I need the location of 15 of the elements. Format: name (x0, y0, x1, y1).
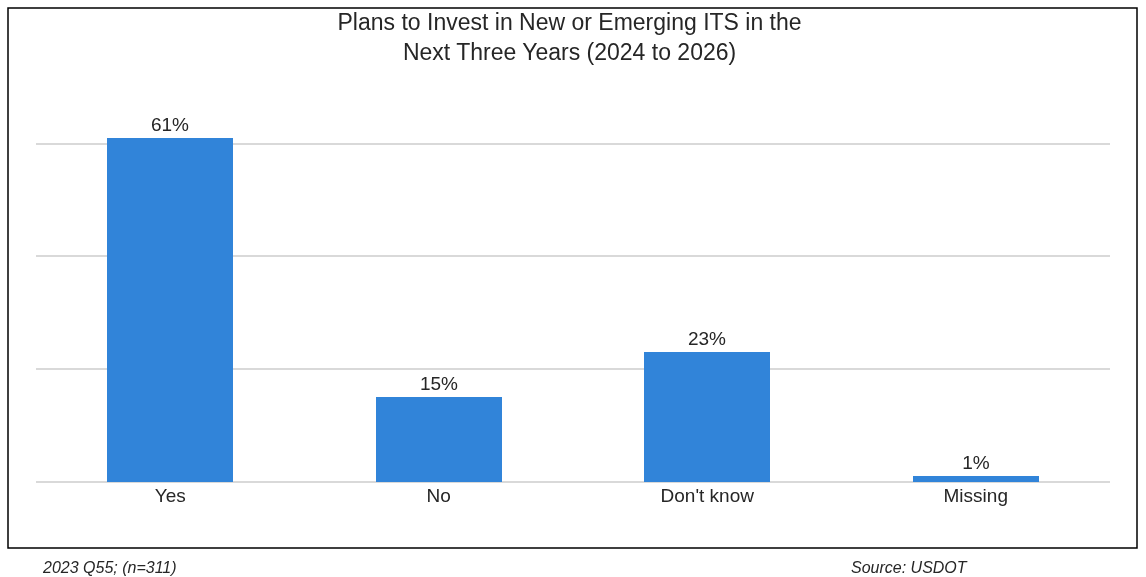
x-tick-label: No (426, 485, 451, 506)
bar (644, 352, 770, 482)
bar (913, 476, 1039, 482)
text: 2023 Q55; (n=311) (42, 559, 177, 576)
data-label: 15% (419, 373, 459, 394)
bar (107, 138, 233, 482)
x-tick-label: Yes (154, 485, 186, 506)
bar (376, 397, 502, 482)
data-label: 1% (962, 452, 990, 473)
x-tick-label: Don't know (660, 485, 755, 506)
source-note: Source: USDOT (851, 559, 968, 576)
chart-title: Plans to Invest in New or Emerging ITS in the Next Three Years (2024 to 2026) (337, 9, 802, 65)
data-label: 23% (687, 328, 727, 349)
x-tick-label: Missing (943, 485, 1008, 506)
data-label: 61% (150, 114, 190, 135)
